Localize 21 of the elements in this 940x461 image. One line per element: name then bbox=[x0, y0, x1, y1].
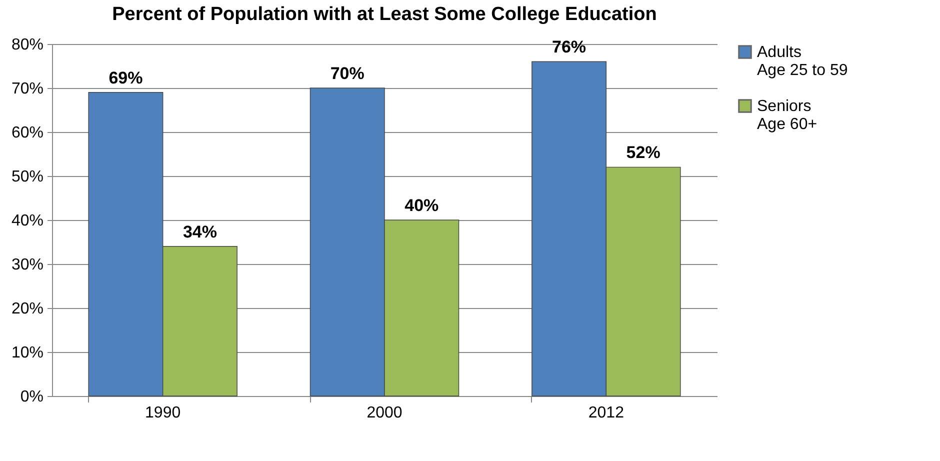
y-tick-label: 0% bbox=[20, 388, 44, 406]
data-label: 52% bbox=[626, 143, 660, 162]
legend-label: Adults Age 25 to 59 bbox=[757, 44, 848, 79]
data-label: 76% bbox=[552, 38, 586, 57]
y-tick-label: 10% bbox=[11, 344, 44, 362]
y-tick-label: 40% bbox=[11, 212, 44, 230]
data-label: 40% bbox=[404, 196, 439, 215]
y-tick-label: 80% bbox=[11, 36, 44, 54]
y-tick-label: 50% bbox=[11, 168, 44, 186]
data-label: 69% bbox=[108, 68, 143, 88]
y-tick-label: 20% bbox=[11, 300, 44, 318]
data-label: 70% bbox=[330, 64, 364, 83]
x-tick-label: 2012 bbox=[588, 404, 624, 422]
x-tick-label: 1990 bbox=[145, 404, 181, 422]
chart-title: Percent of Population with at Least Some College Education bbox=[112, 4, 657, 25]
legend-label: Seniors Age 60+ bbox=[757, 98, 818, 133]
y-tick-label: 60% bbox=[11, 124, 44, 142]
y-tick-label: 70% bbox=[11, 80, 44, 98]
y-tick-label: 30% bbox=[11, 256, 44, 274]
data-label: 34% bbox=[182, 222, 217, 242]
x-tick-label: 2000 bbox=[366, 404, 402, 422]
